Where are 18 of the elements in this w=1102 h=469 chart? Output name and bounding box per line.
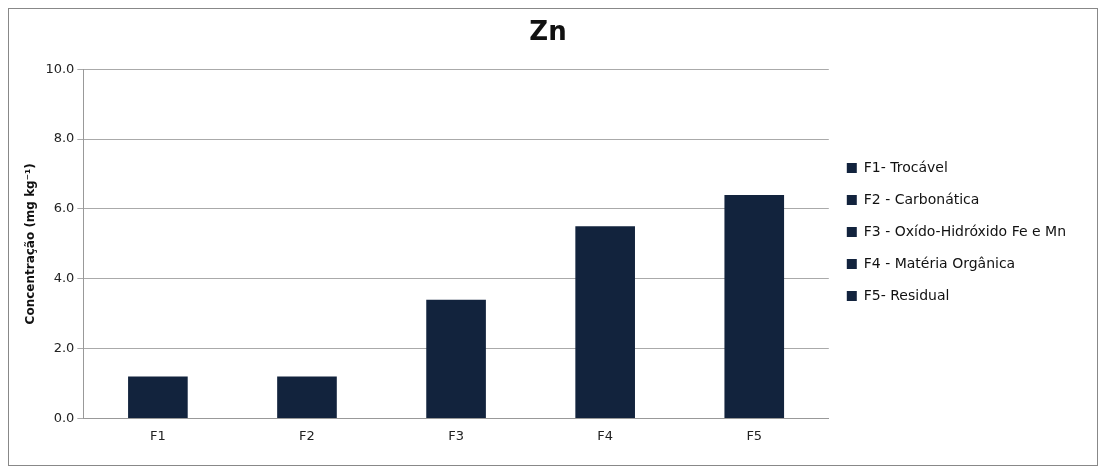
- legend-label: F1- Trocável: [863, 158, 948, 175]
- x-tick-label: F1: [150, 427, 166, 443]
- chart-title: Zn: [529, 16, 567, 47]
- x-tick-label: F2: [299, 427, 315, 443]
- x-tick-label: F5: [746, 427, 763, 443]
- y-axis-title: Concentração (mg kg⁻¹): [23, 163, 38, 325]
- y-tick-label: 8.0: [53, 130, 75, 146]
- legend-label: F3 - Oxído-Hidróxido Fe e Mn: [863, 222, 1066, 239]
- legend-label: F5- Residual: [863, 286, 950, 303]
- legend-label: F2 - Carbonática: [863, 190, 980, 207]
- y-tick-label: 2.0: [53, 339, 75, 355]
- x-tick-label: F3: [448, 427, 464, 443]
- y-tick-label: 4.0: [53, 270, 75, 286]
- y-tick-label: 10.0: [45, 60, 75, 76]
- y-tick-label: 6.0: [53, 200, 75, 216]
- x-tick-label: F4: [597, 427, 614, 443]
- legend-label: F4 - Matéria Orgânica: [863, 254, 1016, 271]
- y-tick-label: 0.0: [53, 409, 75, 425]
